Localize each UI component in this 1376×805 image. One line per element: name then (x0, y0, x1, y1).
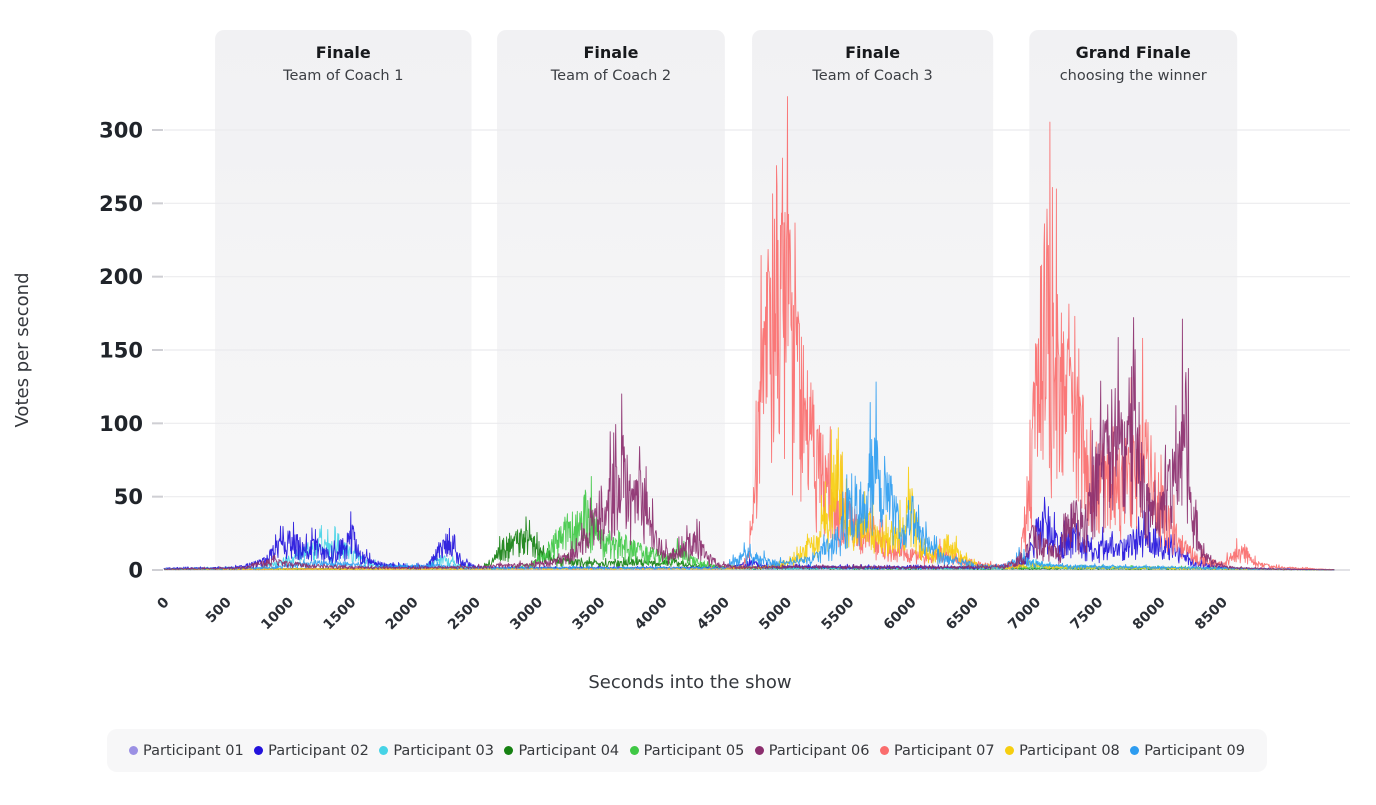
x-axis-ticks: 0 500 1000 1500 2000 2500 3000 3500 4000 4500 5000… (154, 594, 1231, 633)
legend-dot-icon (1005, 746, 1015, 755)
legend-dot-icon (629, 746, 639, 755)
legend-item: Participant 06 (754, 742, 870, 759)
x-tick-label: 500 (203, 594, 235, 626)
x-tick-label: 5500 (819, 594, 858, 633)
x-tick-label: 8000 (1130, 594, 1169, 633)
x-tick-label: 3500 (570, 594, 609, 633)
legend-label: Participant 09 (1144, 742, 1245, 759)
y-axis-ticks: 0 50 100 150 200 250 300 (99, 118, 143, 582)
legend-label: Participant 08 (1019, 742, 1120, 759)
phase-band (497, 30, 725, 570)
series-trace (163, 381, 1335, 571)
y-axis-title: Votes per second (12, 273, 33, 428)
band-subtitle: Team of Coach 1 (282, 68, 403, 84)
legend-dot-icon (754, 746, 764, 755)
legend-label: Participant 06 (768, 742, 870, 759)
x-tick-label: 6500 (943, 594, 982, 633)
x-tick-label: 0 (154, 594, 172, 612)
band-subtitle: Team of Coach 3 (811, 68, 932, 84)
legend-item: Participant 01 (129, 743, 244, 759)
x-tick-label: 4500 (694, 594, 733, 633)
band-title: Grand Finale (1076, 43, 1191, 62)
legend-item: Participant 05 (629, 742, 745, 759)
x-tick-label: 1000 (258, 594, 297, 633)
band-title: Finale (845, 43, 900, 62)
legend-item: Participant 07 (879, 742, 995, 759)
phase-band (215, 30, 472, 570)
x-tick-label: 2500 (445, 594, 484, 633)
y-tick-label: 150 (99, 338, 143, 362)
x-tick-label: 8500 (1192, 594, 1231, 633)
y-tick-label: 200 (99, 265, 143, 289)
legend-label: Participant 02 (268, 742, 369, 759)
legend-dot-icon (254, 746, 264, 755)
legend-item: Participant 03 (379, 743, 494, 759)
series-trace (163, 317, 1335, 571)
x-tick-label: 4000 (632, 594, 671, 633)
band-subtitle: Team of Coach 2 (550, 68, 671, 84)
band-title: Finale (316, 43, 371, 62)
legend-dot-icon (504, 746, 514, 755)
legend-dot-icon (879, 746, 889, 755)
legend-label: Participant 07 (893, 742, 995, 759)
legend-label: Participant 04 (518, 742, 620, 759)
y-tick-label: 50 (114, 485, 143, 509)
gridlines (152, 128, 1350, 571)
x-axis-title: Seconds into the show (588, 672, 791, 693)
legend-label: Participant 01 (143, 742, 244, 759)
phase-bands: Finale Team of Coach 1 Finale Team of Coach… (215, 30, 1238, 570)
y-tick-label: 0 (128, 559, 143, 583)
x-tick-label: 2000 (383, 594, 422, 633)
legend-label: Participant 05 (643, 742, 745, 759)
x-tick-label: 7500 (1068, 594, 1107, 633)
y-tick-label: 300 (99, 118, 143, 142)
x-tick-label: 7000 (1005, 594, 1044, 633)
x-tick-label: 1500 (321, 594, 360, 633)
legend-dot-icon (379, 746, 389, 755)
legend-item: Participant 04 (504, 743, 619, 759)
x-tick-label: 3000 (507, 594, 546, 633)
legend-label: Participant 03 (393, 742, 494, 759)
y-tick-label: 250 (99, 192, 143, 216)
legend: Participant 01 Participant 02 Participant … (107, 729, 1267, 772)
legend-item: Participant 09 (1130, 743, 1245, 759)
legend-dot-icon (129, 746, 138, 755)
band-title: Finale (583, 43, 638, 62)
legend-item: Participant 08 (1005, 743, 1120, 759)
x-tick-label: 6000 (881, 594, 920, 633)
y-tick-label: 100 (99, 412, 143, 436)
x-tick-label: 5000 (756, 594, 795, 633)
votes-chart: Finale Team of Coach 1 Finale Team of Coach… (12, 30, 1350, 693)
legend-dot-icon (1130, 746, 1140, 755)
band-subtitle: choosing the winner (1060, 68, 1207, 84)
phase-band (1029, 30, 1238, 570)
legend-item: Participant 02 (254, 743, 369, 759)
series-traces (163, 96, 1335, 571)
